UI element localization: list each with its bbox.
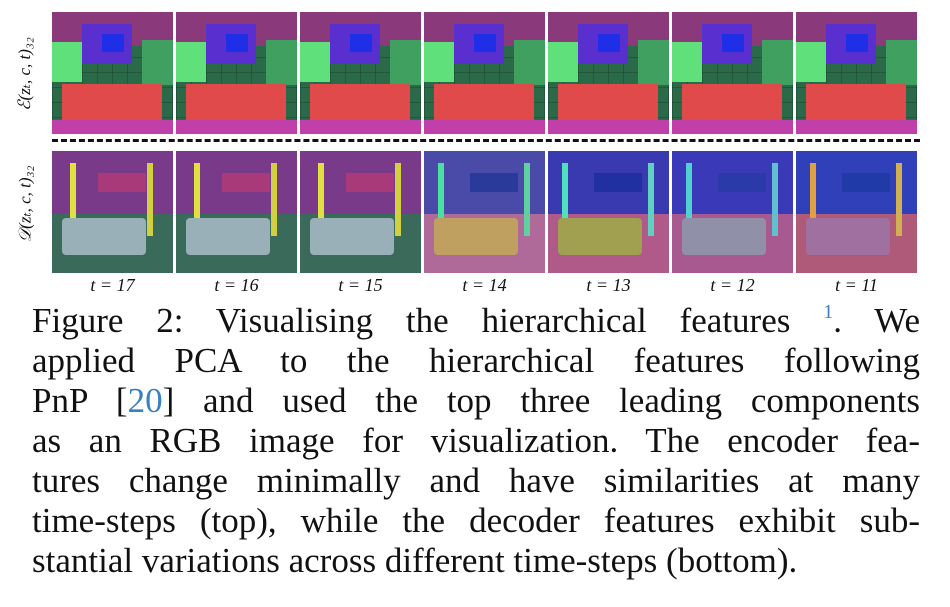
encoder-feature-map: [424, 12, 545, 134]
caption-line: time-steps (top), while the decoder feat…: [32, 501, 920, 540]
timestep-label: t = 12: [710, 275, 755, 295]
decoder-feature-map: [672, 151, 793, 273]
encoder-feature-map: [672, 12, 793, 134]
timestep-label: t = 16: [214, 275, 259, 295]
decoder-feature-map: [424, 151, 545, 273]
citation-link[interactable]: 20: [127, 381, 163, 420]
figure: ℰ(zₜ, c, t)₃₂ 𝒟(zₜ, c, t)₃₂: [0, 0, 950, 295]
encoder-feature-map: [548, 12, 669, 134]
decoder-feature-map: [300, 151, 421, 273]
decoder-feature-map: [52, 151, 173, 273]
encoder-feature-map: [796, 12, 917, 134]
feature-grid: t = 17 t = 16 t = 15 t = 14 t = 13 t = 1…: [52, 12, 920, 296]
decoder-feature-map: [176, 151, 297, 273]
timestep-label: t = 13: [586, 275, 631, 295]
footnote-link[interactable]: 1: [823, 301, 834, 323]
figure-caption: Figure 2: Visualising the hierarchical f…: [32, 292, 920, 581]
caption-line: Figure 2: Visualising the hierarchical f…: [32, 301, 920, 340]
encoder-row-label: ℰ(zₜ, c, t)₃₂: [15, 37, 35, 111]
timestep-label: t = 14: [462, 275, 507, 295]
decoder-feature-map: [548, 151, 669, 273]
caption-line: PnP [20] and used the top three leading …: [32, 381, 920, 420]
timestep-labels: t = 17 t = 16 t = 15 t = 14 t = 13 t = 1…: [52, 275, 920, 296]
encoder-row: [52, 12, 920, 134]
caption-line: tures change minimally and have similari…: [32, 461, 920, 500]
encoder-feature-map: [52, 12, 173, 134]
caption-line: applied PCA to the hierarchical features…: [32, 341, 920, 380]
encoder-feature-map: [300, 12, 421, 134]
decoder-row-label: 𝒟(zₜ, c, t)₃₂: [15, 165, 35, 243]
timestep-label: t = 15: [338, 275, 383, 295]
timestep-label: t = 17: [90, 275, 135, 295]
caption-line: as an RGB image for visualization. The e…: [32, 421, 920, 460]
decoder-row: [52, 151, 920, 273]
timestep-label: t = 11: [835, 275, 878, 295]
caption-line: stantial variations across different tim…: [32, 541, 798, 580]
decoder-feature-map: [796, 151, 917, 273]
row-separator: [52, 139, 920, 150]
encoder-feature-map: [176, 12, 297, 134]
